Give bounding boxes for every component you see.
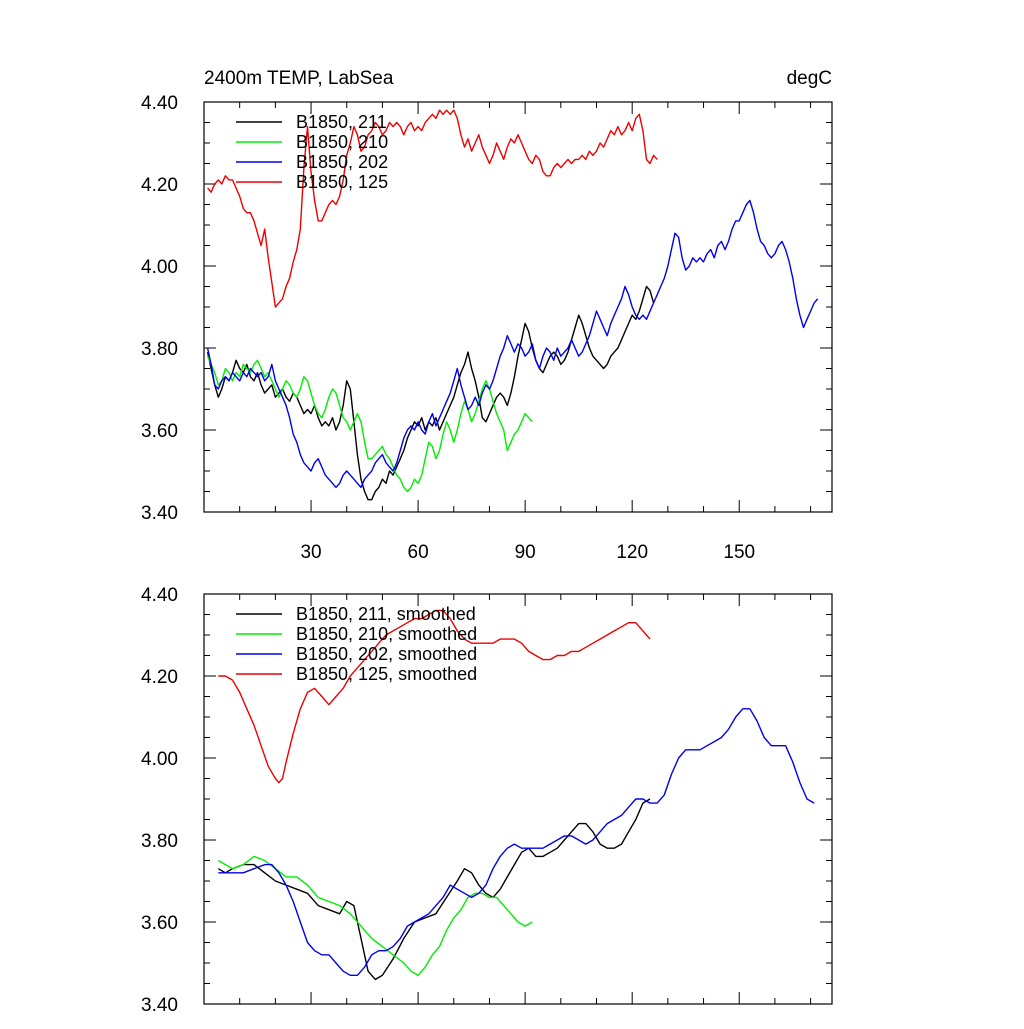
units-label: degC [787, 68, 832, 89]
y-tick-label: 4.40 [141, 585, 178, 606]
y-tick-label: 3.80 [141, 339, 178, 360]
chart-panel-2: 3.40 3.60 3.80 4.00 4.20 4.40 B1850, 211, smoo… [141, 585, 833, 1016]
y-tick-label: 4.00 [141, 749, 178, 770]
y-tick-label: 4.20 [141, 667, 178, 688]
series-line-4 [218, 609, 651, 784]
x-tick-label: 120 [616, 542, 648, 563]
x-tick-label: 90 [515, 542, 536, 563]
series-line-2 [217, 855, 533, 976]
legend-label: B1850, 211, smoothed [296, 604, 476, 624]
axis-ticks [204, 593, 832, 1005]
legend-label: B1850, 211 [296, 112, 387, 132]
legend-label: B1850, 125, smoothed [296, 664, 477, 684]
chart-title: 2400m TEMP, LabSea [204, 68, 394, 89]
series-group [206, 109, 819, 501]
y-tick-label: 4.40 [141, 93, 178, 114]
y-tick-label: 4.20 [141, 175, 178, 196]
y-tick-label: 4.00 [141, 257, 178, 278]
y-tick-label: 3.60 [141, 913, 178, 934]
legend-label: B1850, 202 [296, 152, 388, 172]
y-tick-label: 3.40 [141, 995, 178, 1016]
legend-label: B1850, 125 [296, 172, 388, 192]
y-tick-label: 3.40 [141, 503, 178, 524]
y-tick-label: 3.80 [141, 831, 178, 852]
series-group [217, 609, 815, 981]
series-line-3 [218, 708, 815, 976]
series-line-1 [217, 798, 651, 981]
legend-label: B1850, 202, smoothed [296, 644, 477, 664]
chart-panel-1: 3.40 3.60 3.80 4.00 4.20 4.40 30 60 90 120 150 2400… [141, 68, 833, 563]
axis-ticks [204, 101, 832, 513]
series-line-1 [206, 285, 655, 501]
legend-label: B1850, 210, smoothed [296, 624, 477, 644]
x-tick-label: 150 [723, 542, 755, 563]
series-line-3 [206, 199, 819, 489]
y-tick-label: 3.60 [141, 421, 178, 442]
legend-label: B1850, 210 [296, 132, 388, 152]
x-tick-label: 30 [300, 542, 321, 563]
x-tick-label: 60 [408, 542, 429, 563]
series-line-4 [207, 109, 658, 308]
